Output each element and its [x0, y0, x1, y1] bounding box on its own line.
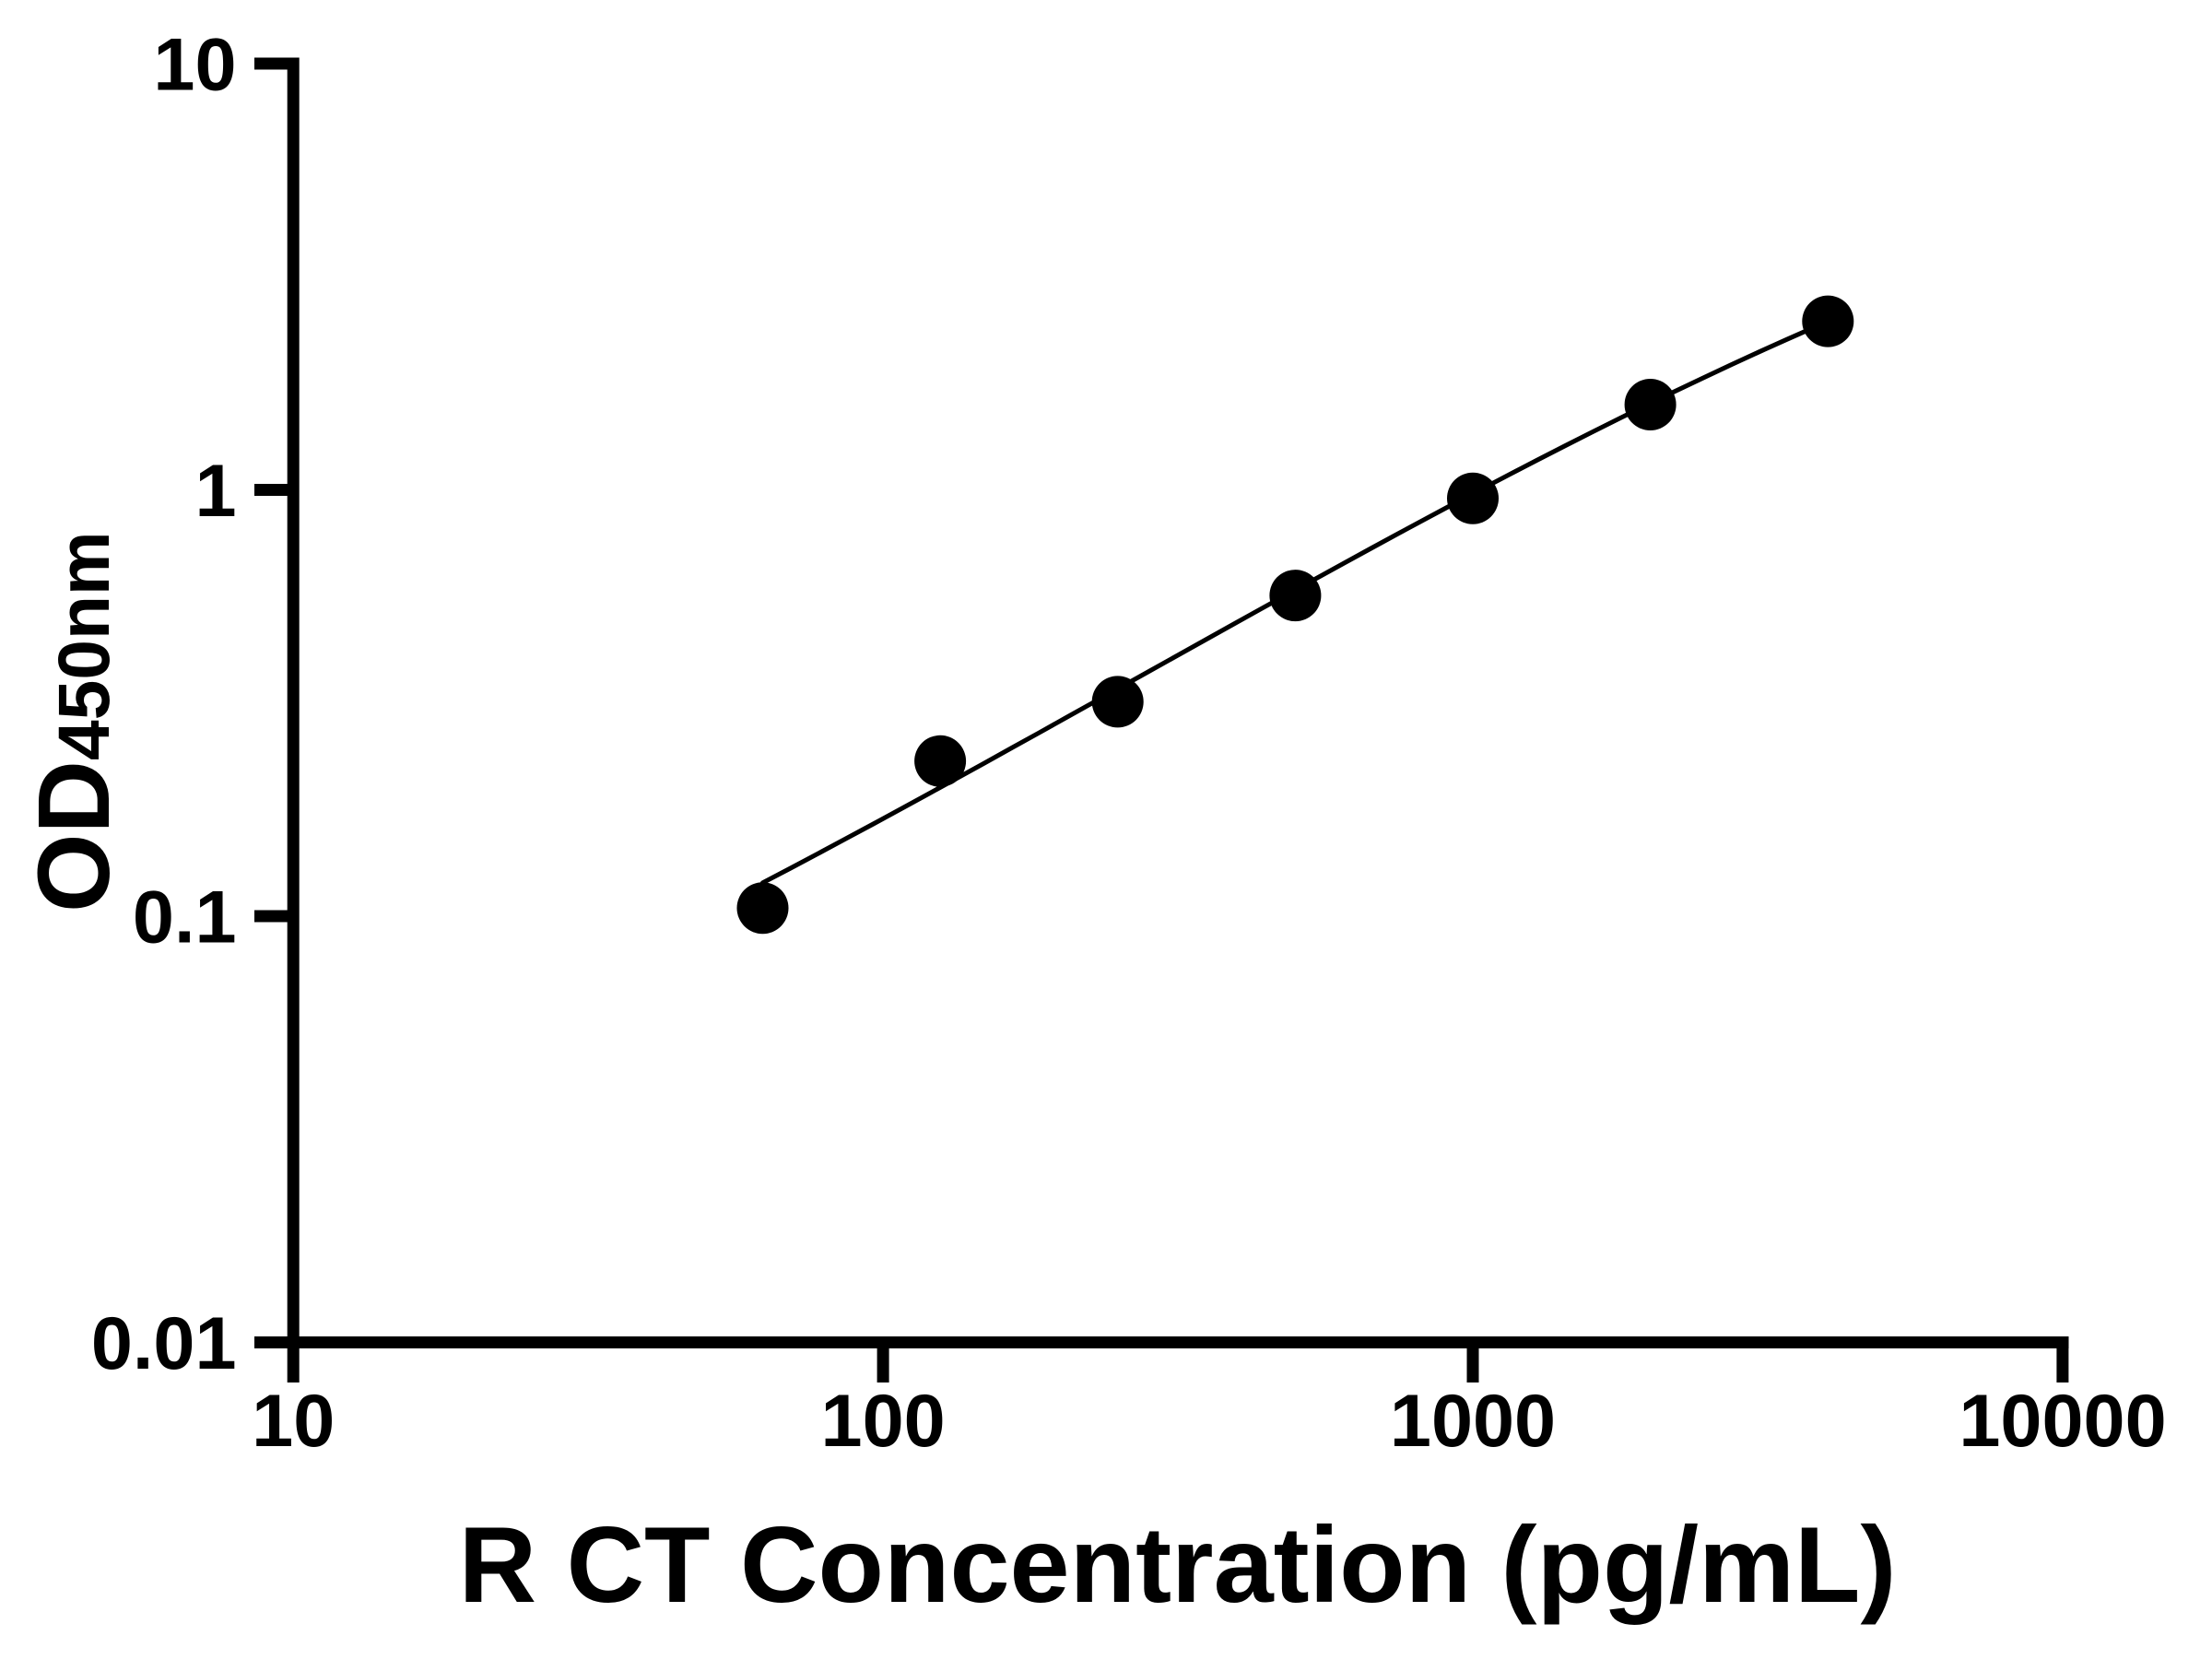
svg-text:0.01: 0.01	[91, 1302, 237, 1385]
svg-text:1000: 1000	[1390, 1380, 1556, 1463]
svg-text:0.1: 0.1	[133, 877, 237, 959]
svg-text:10: 10	[153, 24, 236, 107]
svg-text:1: 1	[194, 450, 236, 533]
svg-text:10000: 10000	[1959, 1380, 2166, 1463]
svg-text:OD450nm: OD450nm	[18, 531, 131, 912]
svg-text:R CT Concentration (pg/mL): R CT Concentration (pg/mL)	[459, 1504, 1897, 1625]
svg-text:10: 10	[252, 1380, 335, 1463]
svg-text:100: 100	[821, 1380, 946, 1463]
